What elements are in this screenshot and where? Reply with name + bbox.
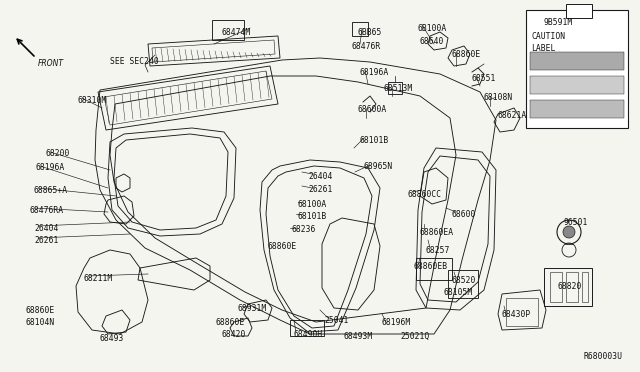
Text: 68493: 68493: [100, 334, 124, 343]
Text: 25021Q: 25021Q: [400, 332, 429, 341]
Text: 68860E: 68860E: [216, 318, 245, 327]
Text: CAUTION: CAUTION: [531, 32, 565, 41]
Text: 6B100A: 6B100A: [418, 24, 447, 33]
Text: 68257: 68257: [426, 246, 451, 255]
Text: 68860CC: 68860CC: [408, 190, 442, 199]
Text: 68200: 68200: [46, 149, 70, 158]
Text: 68520: 68520: [452, 276, 476, 285]
Text: 68105M: 68105M: [444, 288, 473, 297]
Text: 68101B: 68101B: [359, 136, 388, 145]
Bar: [530, 76, 624, 94]
Text: 68640: 68640: [420, 37, 444, 46]
Text: 68860EB: 68860EB: [414, 262, 448, 271]
Text: 68196A: 68196A: [360, 68, 389, 77]
Bar: [582, 272, 588, 302]
Text: 68860E: 68860E: [267, 242, 296, 251]
Text: 26404: 26404: [308, 172, 332, 181]
Bar: [530, 52, 624, 70]
Text: 68236: 68236: [292, 225, 316, 234]
Text: 68474M: 68474M: [222, 28, 252, 37]
Text: 68600A: 68600A: [358, 105, 387, 114]
Text: 68108N: 68108N: [484, 93, 513, 102]
Text: 68493M: 68493M: [344, 332, 373, 341]
Text: 68820: 68820: [558, 282, 582, 291]
Text: 68865+A: 68865+A: [34, 186, 68, 195]
Text: 68965N: 68965N: [364, 162, 393, 171]
Text: R680003U: R680003U: [584, 352, 623, 361]
Text: 68600: 68600: [452, 210, 476, 219]
Bar: [388, 82, 402, 94]
Text: 26261: 26261: [34, 236, 58, 245]
Text: 68430P: 68430P: [502, 310, 531, 319]
Text: 68860E: 68860E: [25, 306, 54, 315]
Text: 68931M: 68931M: [238, 304, 268, 313]
Text: 68476RA: 68476RA: [30, 206, 64, 215]
Text: 68196A: 68196A: [36, 163, 65, 172]
Text: 68513M: 68513M: [383, 84, 412, 93]
Bar: [448, 270, 478, 298]
Bar: [526, 10, 628, 128]
Bar: [566, 272, 578, 302]
Text: FRONT: FRONT: [38, 59, 64, 68]
Text: 68490H: 68490H: [294, 330, 323, 339]
Text: 25041: 25041: [324, 316, 348, 325]
Bar: [530, 100, 624, 118]
Text: 68196M: 68196M: [382, 318, 412, 327]
Bar: [416, 258, 452, 280]
Text: 68860EA: 68860EA: [420, 228, 454, 237]
Text: 26404: 26404: [34, 224, 58, 233]
Text: 68621A: 68621A: [498, 111, 527, 120]
Text: 26261: 26261: [308, 185, 332, 194]
Text: 96501: 96501: [563, 218, 588, 227]
Text: 68100A: 68100A: [298, 200, 327, 209]
Bar: [212, 20, 244, 40]
Text: 6BB65: 6BB65: [358, 28, 382, 37]
Bar: [506, 298, 538, 326]
Text: SEE SEC240: SEE SEC240: [110, 57, 159, 66]
Bar: [544, 268, 592, 306]
Text: 68310M: 68310M: [78, 96, 108, 105]
Text: 9B591M: 9B591M: [544, 18, 573, 27]
Text: 68211M: 68211M: [83, 274, 112, 283]
Text: LABEL: LABEL: [531, 44, 556, 53]
Text: 68476R: 68476R: [352, 42, 381, 51]
Text: 68101B: 68101B: [298, 212, 327, 221]
Text: 68104N: 68104N: [25, 318, 54, 327]
Circle shape: [563, 226, 575, 238]
Bar: [352, 22, 368, 36]
Text: 68420: 68420: [222, 330, 246, 339]
Text: 68860E: 68860E: [452, 50, 481, 59]
Text: 68551: 68551: [472, 74, 497, 83]
Bar: [550, 272, 562, 302]
Bar: [566, 4, 592, 18]
Bar: [290, 320, 324, 336]
